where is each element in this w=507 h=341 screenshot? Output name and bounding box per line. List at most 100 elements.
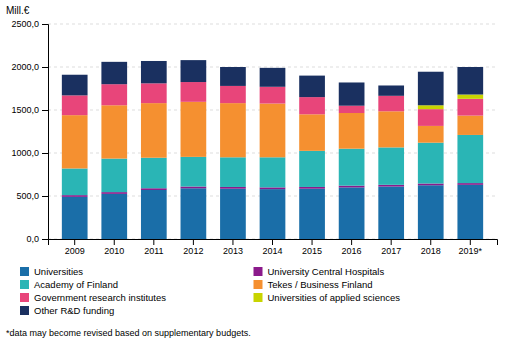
bar <box>457 116 483 135</box>
tick-mark <box>351 239 352 245</box>
tick-label: 0,0 <box>26 234 39 244</box>
bar <box>181 102 207 157</box>
tick: 2019* <box>459 239 483 256</box>
bar <box>62 95 88 115</box>
bar <box>418 109 444 126</box>
bar <box>220 103 246 157</box>
chart: 2009201020112012201320142015201620172018… <box>0 0 507 341</box>
bar <box>260 104 286 158</box>
bar <box>141 188 167 190</box>
bar <box>299 187 325 189</box>
legend: Universities University Central Hospitals… <box>20 266 400 316</box>
bar <box>101 194 127 239</box>
tick-mark <box>391 239 392 245</box>
bar <box>181 157 207 187</box>
tick-mark <box>193 239 194 245</box>
tick: 2010 <box>104 239 124 256</box>
bar <box>418 184 444 186</box>
bar <box>260 189 286 239</box>
bar-series <box>62 185 483 239</box>
bar-series <box>62 60 483 106</box>
tick: 2016 <box>342 239 362 256</box>
tick-mark <box>470 239 471 245</box>
legend-label: Other R&D funding <box>34 305 114 316</box>
bar <box>418 143 444 184</box>
tick-mark <box>74 239 75 245</box>
bar <box>378 187 404 239</box>
tick-mark <box>42 110 48 111</box>
y-axis: 0,0500,01000,01500,02000,02500,0 <box>11 19 48 244</box>
bar <box>378 85 404 95</box>
grid-line <box>48 24 497 25</box>
bar <box>181 60 207 82</box>
bar <box>418 126 444 143</box>
bar <box>62 197 88 239</box>
legend-item: Academy of Finland <box>20 279 118 290</box>
bar <box>101 192 127 194</box>
tick: 0,0 <box>26 234 48 244</box>
tick: 2013 <box>223 239 243 256</box>
bar <box>101 105 127 158</box>
grid <box>48 24 497 239</box>
bar <box>378 185 404 187</box>
tick: 500,0 <box>16 191 48 201</box>
bar-series <box>62 102 483 169</box>
tick-mark <box>272 239 273 245</box>
bar <box>181 187 207 189</box>
legend-label: Universities of applied sciences <box>268 292 401 303</box>
bar <box>339 186 365 188</box>
tick-label: 2016 <box>342 246 362 256</box>
bar <box>101 84 127 105</box>
bar <box>299 151 325 187</box>
x-axis: 2009201020112012201320142015201620172018… <box>49 239 498 256</box>
tick: 2500,0 <box>11 19 48 29</box>
bar <box>62 168 88 195</box>
bar <box>101 159 127 193</box>
legend-swatch <box>254 293 263 302</box>
legend-item: Government research institutes <box>20 292 166 303</box>
bar <box>181 82 207 102</box>
legend-item: Tekes / Business Finland <box>254 279 373 290</box>
bar <box>457 99 483 116</box>
tick-label: 2017 <box>381 246 401 256</box>
bar <box>141 83 167 103</box>
tick-mark <box>42 196 48 197</box>
footnote: *data may become revised based on supple… <box>6 328 251 338</box>
tick-label: 2009 <box>65 246 85 256</box>
bar <box>220 157 246 187</box>
bar <box>378 111 404 147</box>
legend-item: Universities of applied sciences <box>254 292 401 303</box>
legend-label: Universities <box>34 266 83 277</box>
legend-label: Tekes / Business Finland <box>268 279 373 290</box>
bar <box>339 113 365 149</box>
plot: 2009201020112012201320142015201620172018… <box>11 19 497 256</box>
bar <box>299 114 325 151</box>
bar <box>378 147 404 184</box>
legend-label: Academy of Finland <box>34 279 118 290</box>
tick: 2000,0 <box>11 62 48 72</box>
tick-mark <box>114 239 115 245</box>
tick-label: 2000,0 <box>11 62 39 72</box>
tick-mark <box>42 24 48 25</box>
axis-title: Mill.€ <box>6 5 30 16</box>
legend-swatch <box>20 306 29 315</box>
legend-swatch <box>20 267 29 276</box>
bar <box>339 187 365 239</box>
bar <box>457 135 483 183</box>
bar <box>260 68 286 87</box>
tick: 2011 <box>144 239 163 256</box>
tick-mark <box>430 239 431 245</box>
tick-label: 1000,0 <box>11 148 39 158</box>
bar <box>220 67 246 86</box>
tick-mark <box>42 67 48 68</box>
bar <box>457 95 483 99</box>
tick-mark <box>232 239 233 245</box>
bar <box>457 185 483 239</box>
tick-mark <box>42 153 48 154</box>
legend-item: University Central Hospitals <box>254 266 385 277</box>
tick: 2009 <box>65 239 85 256</box>
legend-item: Universities <box>20 266 83 277</box>
bar <box>141 158 167 189</box>
bar <box>418 185 444 239</box>
bar <box>339 106 365 113</box>
